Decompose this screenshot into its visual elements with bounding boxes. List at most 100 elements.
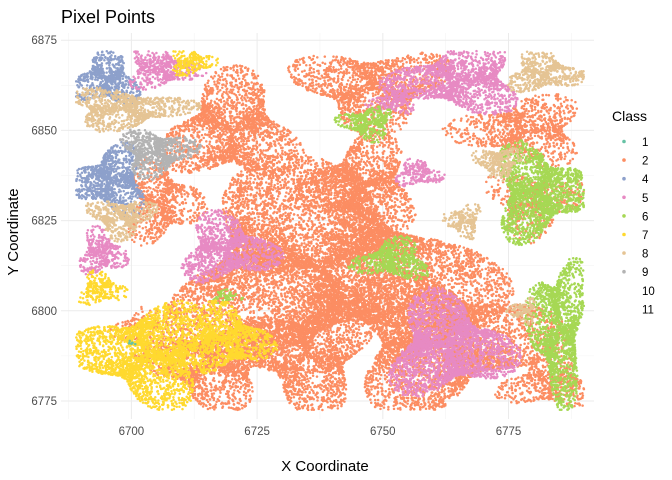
class-2-point: [311, 294, 315, 297]
class-2-point: [360, 283, 363, 287]
class-2-point: [202, 295, 205, 299]
class-2-point: [469, 291, 472, 295]
class-2-point: [260, 230, 263, 234]
class-2-point: [339, 214, 343, 217]
class-2-point: [242, 294, 245, 297]
class-2-point: [239, 291, 243, 294]
class-2-point: [255, 297, 258, 301]
class-2-point: [257, 291, 260, 294]
class-2-point: [511, 292, 515, 296]
class-2-point: [276, 182, 279, 185]
class-2-point: [340, 285, 343, 288]
class-2-point: [249, 305, 252, 309]
class-2-point: [321, 216, 324, 220]
class-2-point: [279, 183, 283, 187]
class-2-point: [260, 176, 263, 180]
class-2-point: [508, 277, 511, 280]
class-2-point: [281, 178, 284, 182]
class-2-point: [281, 222, 284, 225]
class-2-point: [490, 287, 494, 291]
class-2-point: [275, 217, 279, 221]
class-2-point: [496, 271, 499, 275]
class-2-point: [298, 283, 302, 286]
class-2-point: [316, 164, 319, 167]
class-2-point: [444, 276, 447, 279]
class-2-point: [476, 255, 480, 258]
class-2-point: [216, 307, 219, 310]
class-2-point: [312, 238, 315, 241]
class-2-point: [259, 283, 263, 287]
class-2-point: [267, 307, 271, 310]
class-2-point: [285, 305, 289, 308]
class-2-point: [292, 229, 295, 232]
class-2-point: [354, 278, 358, 282]
class-2-point: [259, 263, 263, 266]
class-2-point: [240, 170, 243, 173]
class-2-point: [307, 269, 311, 273]
class-2-point: [446, 264, 450, 267]
class-2-point: [236, 200, 239, 204]
class-2-point: [300, 306, 303, 310]
class-2-point: [307, 219, 310, 223]
class-2-point: [300, 217, 303, 221]
class-2-point: [286, 269, 290, 272]
class-2-point: [495, 290, 499, 294]
class-2-point: [290, 240, 293, 243]
class-2-point: [304, 207, 308, 211]
class-2-point: [255, 212, 259, 216]
class-2-point: [230, 178, 234, 182]
class-2-point: [284, 207, 288, 210]
class-2-point: [511, 287, 514, 290]
class-2-point: [373, 286, 376, 289]
class-2-point: [227, 306, 230, 309]
class-2-point: [442, 256, 445, 260]
class-2-point: [340, 282, 344, 286]
class-2-point: [456, 291, 460, 295]
class-2-point: [241, 271, 244, 274]
class-2-point: [262, 189, 266, 192]
class-2-point: [285, 191, 288, 194]
class-2-point: [496, 279, 499, 283]
class-2-point: [181, 293, 184, 297]
class-2-point: [476, 252, 480, 256]
class-2-point: [297, 304, 301, 308]
class-2-point: [363, 276, 367, 279]
class-2-point: [512, 290, 515, 293]
class-2-point: [509, 289, 512, 293]
class-2-point: [176, 293, 180, 297]
class-2-point: [277, 222, 281, 225]
class-2-point: [261, 186, 264, 190]
class-2-point: [284, 298, 287, 302]
class-2-point: [300, 291, 304, 295]
class-2-point: [292, 182, 296, 185]
class-2-point: [321, 159, 325, 162]
class-2-point: [445, 272, 449, 276]
class-2-point: [504, 276, 508, 279]
class-2-point: [191, 283, 195, 286]
class-2-point: [267, 286, 271, 289]
class-2-point: [500, 272, 504, 275]
class-2-point: [270, 180, 273, 184]
class-2-point: [283, 199, 287, 202]
class-2-point: [435, 276, 439, 280]
class-2-point: [279, 292, 283, 295]
class-2-point: [248, 303, 251, 306]
class-2-point: [240, 308, 243, 312]
class-2-point: [246, 177, 249, 180]
class-2-point: [235, 269, 238, 273]
class-2-point: [204, 299, 208, 303]
data-points: [74, 49, 586, 412]
class-2-point: [258, 212, 262, 216]
class-2-point: [494, 264, 498, 267]
class-2-point: [230, 190, 234, 194]
class-2-point: [236, 190, 240, 194]
class-2-point: [494, 299, 497, 302]
class-2-point: [288, 305, 291, 308]
class-2-point: [327, 242, 330, 245]
class-2-point: [447, 278, 450, 282]
class-2-point: [306, 284, 309, 288]
class-2-point: [224, 206, 228, 210]
class-2-point: [417, 255, 421, 259]
class-2-point: [286, 295, 289, 298]
